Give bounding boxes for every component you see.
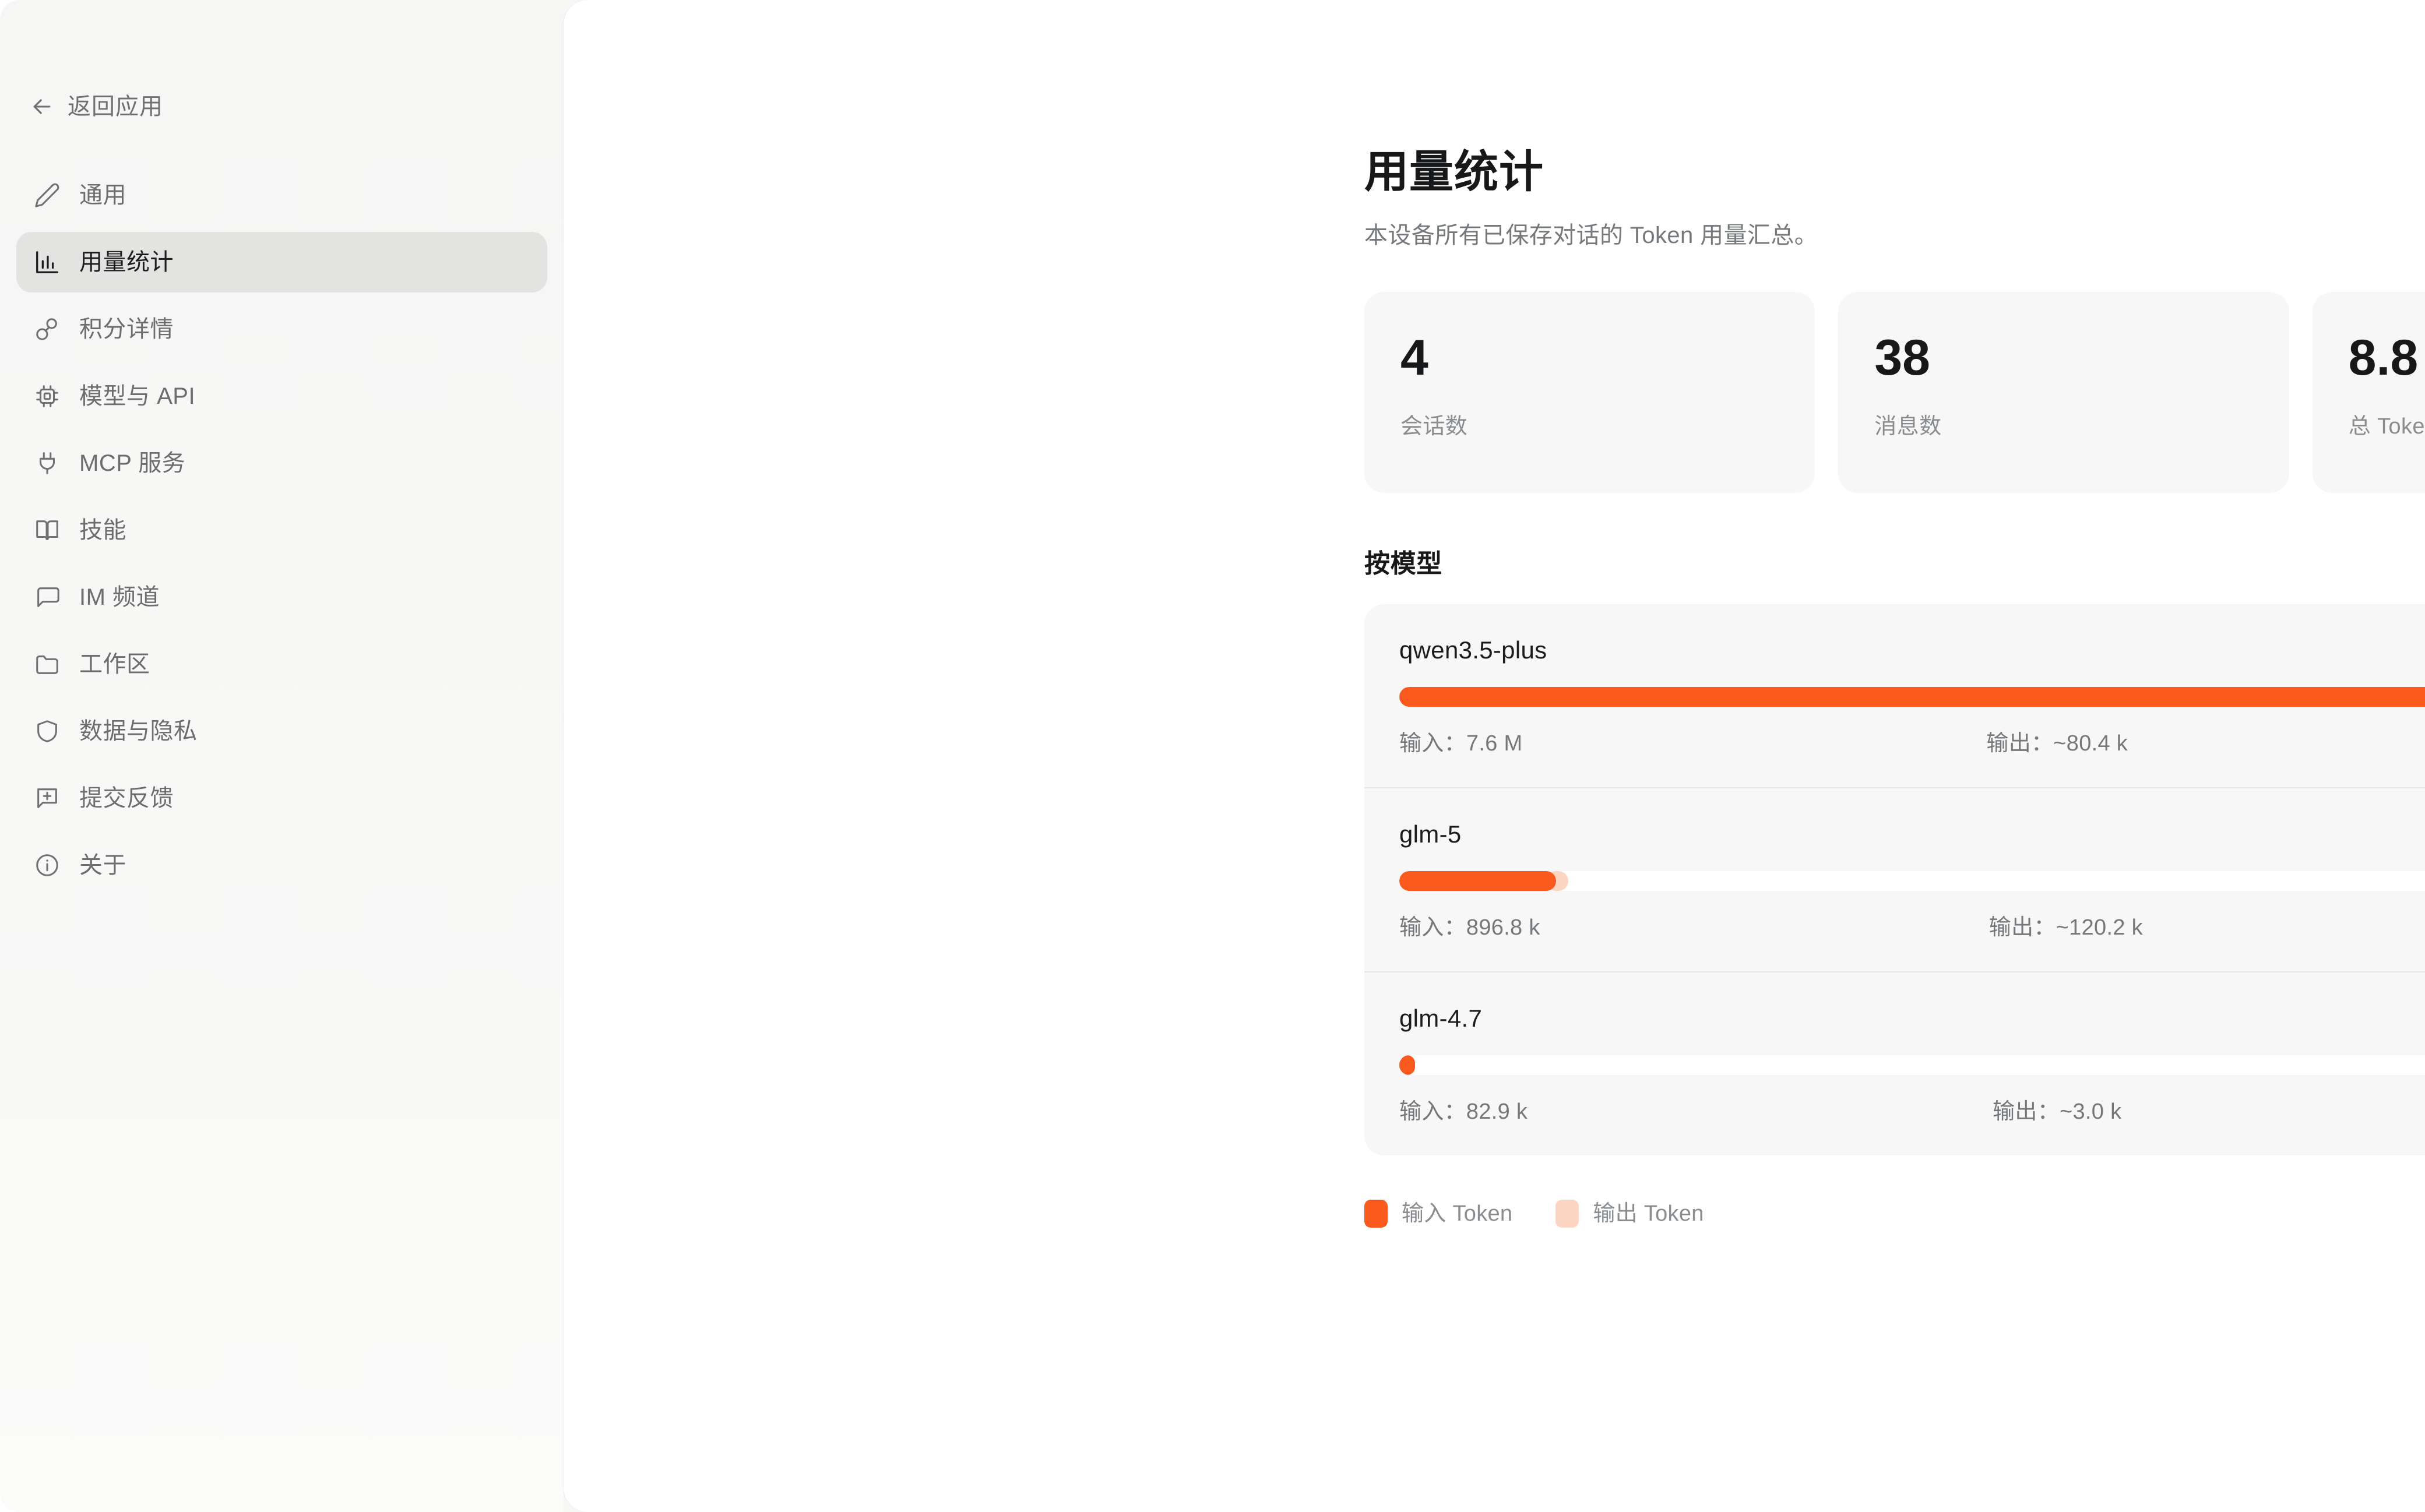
model-row-stats: 输入：82.9 k 输出：~3.0 k 总计：~85.9 k xyxy=(1399,1101,2425,1123)
model-row-header: qwen3.5-plus 12 条消息 xyxy=(1399,638,2425,662)
sidebar-item-label: 提交反馈 xyxy=(79,785,174,811)
sidebar-item-label: 技能 xyxy=(79,517,126,543)
sidebar-item-workspace[interactable]: 工作区 xyxy=(16,634,547,695)
book-icon xyxy=(33,516,62,545)
model-name: qwen3.5-plus xyxy=(1399,636,1547,664)
stat-card-sessions: 4 会话数 xyxy=(1364,292,1815,493)
page-subtitle: 本设备所有已保存对话的 Token 用量汇总。 xyxy=(1364,223,1818,248)
sidebar-nav: 通用 用量统计 积分详情 模型与 API xyxy=(0,165,564,902)
model-row-header: glm-5 25 条消息 xyxy=(1399,822,2425,847)
sidebar-item-about[interactable]: 关于 xyxy=(16,835,547,896)
plug-icon xyxy=(33,449,62,478)
feedback-icon xyxy=(33,784,62,813)
section-title-by-model: 按模型 xyxy=(1364,549,1442,578)
sidebar-item-label: 通用 xyxy=(79,182,126,208)
table-row: glm-4.7 1 条消息 输入：82.9 k 输出：~3.0 k 总计：~85… xyxy=(1364,972,2425,1155)
pencil-icon xyxy=(33,181,62,210)
sidebar-item-label: 模型与 API xyxy=(79,383,196,409)
sidebar-item-label: 工作区 xyxy=(79,651,150,677)
sidebar-item-credits[interactable]: 积分详情 xyxy=(16,299,547,360)
folder-icon xyxy=(33,650,62,679)
model-usage-bar xyxy=(1399,871,2425,891)
model-input-tokens: 输入：82.9 k xyxy=(1399,1099,1528,1124)
stat-label: 总 Token xyxy=(2348,414,2425,439)
sidebar-item-general[interactable]: 通用 xyxy=(16,165,547,225)
stat-value: 4 xyxy=(1400,330,1428,386)
sidebar-item-label: 关于 xyxy=(79,852,126,878)
bar-segment-input xyxy=(1399,1055,1416,1075)
sidebar-item-mcp-services[interactable]: MCP 服务 xyxy=(16,433,547,494)
table-row: glm-5 25 条消息 输入：896.8 k 输出：~120.2 k 总计：~… xyxy=(1364,788,2425,972)
model-output-tokens: 输出：~3.0 k xyxy=(1993,1099,2122,1124)
model-input-tokens: 输入：7.6 M xyxy=(1399,731,1523,756)
arrow-left-icon xyxy=(29,94,55,119)
legend-swatch-icon xyxy=(1364,1200,1388,1228)
sidebar-item-label: 用量统计 xyxy=(79,249,174,275)
model-output-tokens: 输出：~80.4 k xyxy=(1986,731,2128,756)
model-output-tokens: 输出：~120.2 k xyxy=(1988,915,2143,940)
usage-stats-page: 用量统计 本设备所有已保存对话的 Token 用量汇总。 刷新 4 会话数 38… xyxy=(1364,150,2425,1228)
sidebar-item-label: 积分详情 xyxy=(79,316,174,342)
sidebar-item-data-privacy[interactable]: 数据与隐私 xyxy=(16,701,547,762)
sidebar-item-skills[interactable]: 技能 xyxy=(16,500,547,561)
chip-icon xyxy=(33,382,62,411)
page-header-text: 用量统计 本设备所有已保存对话的 Token 用量汇总。 xyxy=(1364,147,1818,249)
sidebar-item-models-api[interactable]: 模型与 API xyxy=(16,366,547,427)
stat-label: 会话数 xyxy=(1400,414,1468,439)
model-usage-bar xyxy=(1399,1055,2425,1075)
summary-stats-row: 4 会话数 38 消息数 8.8 M 总 Token xyxy=(1364,292,2425,493)
sidebar-item-im-channels[interactable]: IM 频道 xyxy=(16,567,547,628)
stat-value: 8.8 M xyxy=(2348,330,2425,386)
model-input-tokens: 输入：896.8 k xyxy=(1399,915,1540,940)
sidebar: 返回应用 通用 用量统计 积分详情 xyxy=(0,0,564,1512)
model-usage-list: qwen3.5-plus 12 条消息 输入：7.6 M 输出：~80.4 k … xyxy=(1364,604,2425,1155)
stat-card-total-tokens: 8.8 M 总 Token xyxy=(2312,292,2425,493)
model-name: glm-5 xyxy=(1399,820,1462,848)
legend-label: 输出 Token xyxy=(1593,1201,1704,1226)
model-usage-bar xyxy=(1399,687,2425,707)
stat-card-messages: 38 消息数 xyxy=(1838,292,2289,493)
legend-label: 输入 Token xyxy=(1402,1201,1513,1226)
bar-chart-icon xyxy=(33,248,62,277)
stat-label: 消息数 xyxy=(1874,414,1942,439)
model-row-stats: 输入：896.8 k 输出：~120.2 k 总计：~1.0 M xyxy=(1399,917,2425,939)
back-to-app-button[interactable]: 返回应用 xyxy=(29,90,564,123)
message-icon xyxy=(33,583,62,612)
table-row: qwen3.5-plus 12 条消息 输入：7.6 M 输出：~80.4 k … xyxy=(1364,604,2425,788)
model-name: glm-4.7 xyxy=(1399,1005,1483,1032)
chart-legend: 输入 Token 输出 Token xyxy=(1364,1200,2425,1228)
sidebar-item-feedback[interactable]: 提交反馈 xyxy=(16,768,547,829)
sidebar-item-label: MCP 服务 xyxy=(79,450,186,476)
sidebar-item-label: IM 频道 xyxy=(79,584,160,610)
bar-segment-input xyxy=(1399,871,1557,891)
shield-icon xyxy=(33,717,62,746)
legend-item-input: 输入 Token xyxy=(1364,1200,1512,1228)
coin-icon xyxy=(33,315,62,344)
sidebar-item-usage-stats[interactable]: 用量统计 xyxy=(16,232,547,292)
bar-segment-input xyxy=(1399,687,2425,707)
main-content-panel: 用量统计 本设备所有已保存对话的 Token 用量汇总。 刷新 4 会话数 38… xyxy=(564,0,2425,1512)
model-row-stats: 输入：7.6 M 输出：~80.4 k 总计：~7.7 M xyxy=(1399,732,2425,755)
legend-swatch-icon xyxy=(1555,1200,1579,1228)
page-title: 用量统计 xyxy=(1364,147,1544,197)
legend-item-output: 输出 Token xyxy=(1555,1200,1704,1228)
sidebar-item-label: 数据与隐私 xyxy=(79,718,198,744)
info-icon xyxy=(33,851,62,880)
model-row-header: glm-4.7 1 条消息 xyxy=(1399,1006,2425,1031)
page-header: 用量统计 本设备所有已保存对话的 Token 用量汇总。 刷新 xyxy=(1364,147,2425,249)
stat-value: 38 xyxy=(1874,330,1930,386)
back-to-app-label: 返回应用 xyxy=(68,94,163,119)
